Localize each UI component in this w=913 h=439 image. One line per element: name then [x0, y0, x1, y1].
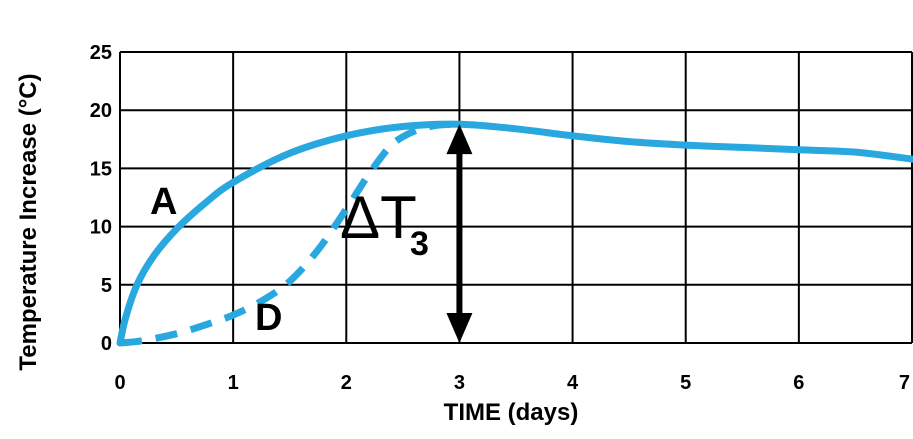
y-tick-label-4: 20: [90, 100, 112, 122]
x-tick-label-2: 2: [341, 372, 352, 394]
delta-label-subscript: 3: [410, 225, 429, 263]
y-tick-label-5: 25: [90, 42, 112, 64]
y-tick-label-0: 0: [101, 333, 112, 355]
y-tick-labels: 0 5 10 15 20 25: [90, 42, 112, 355]
x-tick-label-3: 3: [454, 372, 465, 394]
delta-arrow-head-bottom: [446, 313, 473, 343]
x-tick-label-4: 4: [567, 372, 579, 394]
x-axis-title: TIME (days): [444, 399, 579, 426]
y-axis-title: Temperature Increase (°C): [15, 73, 42, 370]
delta-arrow-layer: [446, 124, 473, 343]
x-tick-label-0: 0: [114, 372, 125, 394]
x-tick-label-1: 1: [228, 372, 239, 394]
series-layer: [116, 120, 913, 347]
series-label-a: A: [150, 181, 177, 223]
x-tick-label-7: 7: [899, 372, 910, 394]
x-tick-label-5: 5: [680, 372, 691, 394]
series-line-a: [116, 120, 913, 347]
x-tick-label-6: 6: [793, 372, 804, 394]
y-tick-label-3: 15: [90, 158, 112, 180]
series-line-d: [119, 120, 460, 347]
delta-label: ΔT: [340, 184, 417, 251]
series-label-d: D: [255, 297, 282, 339]
delta-arrow-head-top: [446, 124, 473, 155]
x-tick-labels: 0 1 2 3 4 5 6 7: [114, 372, 910, 394]
y-tick-label-1: 5: [101, 275, 112, 297]
y-tick-label-2: 10: [90, 217, 112, 239]
grid: [119, 51, 913, 344]
